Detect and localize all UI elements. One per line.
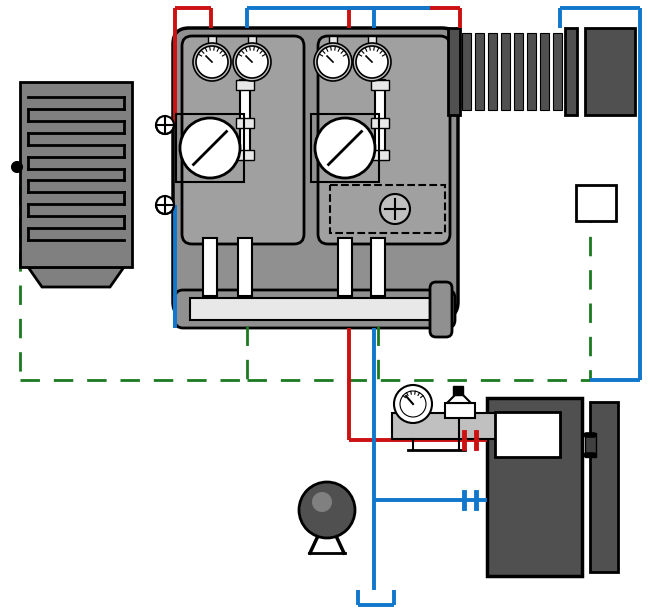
Bar <box>514 33 523 110</box>
Circle shape <box>356 46 388 78</box>
Bar <box>176 114 244 182</box>
Circle shape <box>236 46 268 78</box>
Circle shape <box>299 482 355 538</box>
Bar <box>462 33 471 110</box>
Circle shape <box>394 385 432 423</box>
Bar <box>448 28 460 115</box>
Circle shape <box>193 43 231 81</box>
Bar <box>238 238 252 296</box>
Circle shape <box>317 46 349 78</box>
Polygon shape <box>585 433 596 457</box>
FancyBboxPatch shape <box>175 290 455 328</box>
Bar <box>487 398 582 576</box>
Bar <box>553 33 562 110</box>
Circle shape <box>156 116 174 134</box>
Bar <box>330 185 445 233</box>
Bar <box>540 33 549 110</box>
FancyBboxPatch shape <box>173 28 458 318</box>
Bar <box>329 36 337 58</box>
Bar <box>236 80 254 90</box>
Bar <box>501 33 510 110</box>
FancyBboxPatch shape <box>430 282 452 337</box>
Bar <box>371 238 385 296</box>
Bar <box>338 238 352 296</box>
Bar <box>240 80 250 160</box>
Circle shape <box>353 43 391 81</box>
FancyBboxPatch shape <box>318 36 450 244</box>
Bar <box>368 36 376 58</box>
Bar <box>488 33 497 110</box>
Polygon shape <box>28 267 124 287</box>
Polygon shape <box>447 395 471 403</box>
Bar <box>371 80 389 90</box>
Bar <box>203 238 217 296</box>
Bar <box>392 413 507 439</box>
Bar <box>585 28 635 115</box>
Bar <box>208 36 216 58</box>
Bar <box>576 185 616 221</box>
Circle shape <box>315 118 375 178</box>
Bar <box>248 36 256 58</box>
Bar <box>453 386 463 395</box>
Circle shape <box>400 391 426 417</box>
Bar <box>236 150 254 160</box>
Bar <box>375 80 385 160</box>
Bar <box>475 33 484 110</box>
Bar <box>190 298 440 320</box>
Circle shape <box>380 194 410 224</box>
Bar <box>311 114 379 182</box>
FancyBboxPatch shape <box>182 36 304 244</box>
Bar <box>445 403 475 418</box>
Circle shape <box>314 43 352 81</box>
Circle shape <box>196 46 228 78</box>
Circle shape <box>180 118 240 178</box>
Bar <box>527 33 536 110</box>
Bar <box>495 412 560 457</box>
Bar <box>236 118 254 128</box>
Bar <box>371 150 389 160</box>
Bar <box>590 402 618 572</box>
Circle shape <box>233 43 271 81</box>
Bar <box>20 82 132 267</box>
Circle shape <box>12 162 22 172</box>
Circle shape <box>156 196 174 214</box>
Bar <box>371 118 389 128</box>
Circle shape <box>312 492 332 512</box>
Bar <box>565 28 577 115</box>
